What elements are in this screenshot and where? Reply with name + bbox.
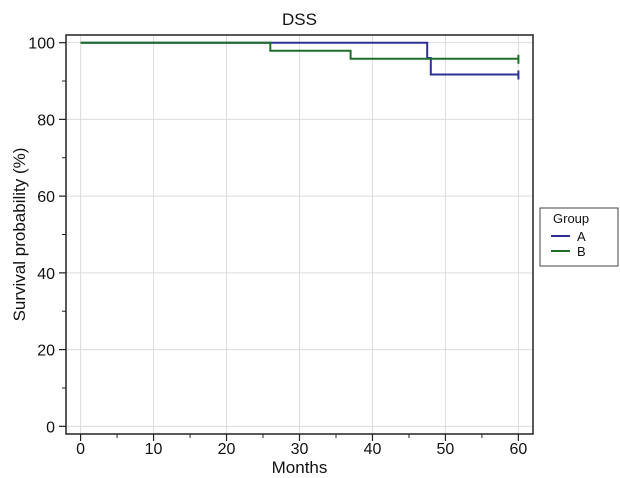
y-axis-label: Survival probability (%) bbox=[10, 148, 29, 322]
x-tick-label: 10 bbox=[145, 441, 163, 458]
x-tick-label: 30 bbox=[291, 441, 309, 458]
x-axis-label: Months bbox=[272, 458, 328, 477]
axes: 0 10 20 30 40 50 60 0 20 40 60 80 100 bbox=[28, 36, 527, 458]
x-tick-label: 40 bbox=[364, 441, 382, 458]
x-tick-label: 60 bbox=[510, 441, 528, 458]
legend: Group AB bbox=[539, 207, 619, 267]
chart-title: DSS bbox=[282, 10, 317, 29]
y-tick-label: 60 bbox=[37, 189, 55, 206]
legend-label-A: A bbox=[577, 229, 586, 244]
grid bbox=[66, 35, 533, 434]
series-line-B bbox=[80, 41, 519, 60]
x-tick-label: 0 bbox=[76, 441, 85, 458]
y-tick-label: 40 bbox=[37, 266, 55, 283]
legend-label-B: B bbox=[577, 244, 586, 259]
x-tick-label: 20 bbox=[218, 441, 236, 458]
y-tick-label: 100 bbox=[28, 36, 55, 53]
y-tick-label: 0 bbox=[46, 419, 55, 436]
y-tick-label: 20 bbox=[37, 343, 55, 360]
legend-title: Group bbox=[553, 211, 589, 226]
y-tick-label: 80 bbox=[37, 112, 55, 129]
series-layer bbox=[80, 41, 520, 80]
x-tick-label: 50 bbox=[437, 441, 455, 458]
